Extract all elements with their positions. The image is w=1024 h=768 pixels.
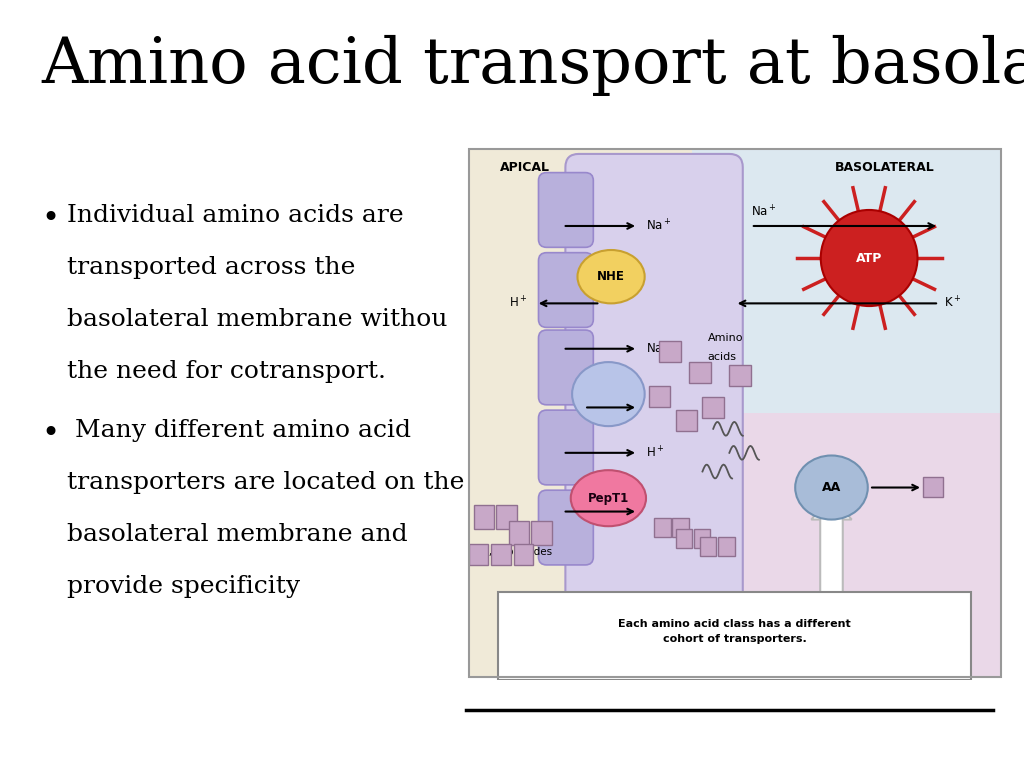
Bar xyxy=(509,521,529,545)
Bar xyxy=(676,410,697,432)
Bar xyxy=(469,544,488,565)
Text: •: • xyxy=(41,204,59,234)
Text: H$^+$: H$^+$ xyxy=(509,296,527,311)
Text: NHE: NHE xyxy=(597,270,625,283)
Ellipse shape xyxy=(796,455,867,520)
Bar xyxy=(492,544,511,565)
Text: Amino acid transport at basolateral: Amino acid transport at basolateral xyxy=(41,35,1024,96)
Bar xyxy=(649,386,670,408)
Text: basolateral membrane withou: basolateral membrane withou xyxy=(67,308,452,331)
Polygon shape xyxy=(692,148,1000,413)
Text: Di-, tripeptides: Di-, tripeptides xyxy=(474,547,552,557)
Text: Na$^+$: Na$^+$ xyxy=(646,341,672,356)
Ellipse shape xyxy=(572,362,645,426)
Text: •: • xyxy=(41,419,59,449)
Text: transporters are located on the: transporters are located on the xyxy=(67,471,464,494)
Text: Na$^+$: Na$^+$ xyxy=(751,204,776,220)
Circle shape xyxy=(820,210,918,306)
Ellipse shape xyxy=(570,470,646,526)
Bar xyxy=(654,518,671,537)
Text: K$^+$: K$^+$ xyxy=(944,296,962,311)
Bar xyxy=(673,518,689,537)
Text: ATP: ATP xyxy=(856,251,883,264)
FancyBboxPatch shape xyxy=(565,154,742,629)
Text: BASOLATERAL: BASOLATERAL xyxy=(836,161,935,174)
Bar xyxy=(694,528,711,548)
Polygon shape xyxy=(692,413,1000,677)
Text: Each amino acid class has a different
cohort of transporters.: Each amino acid class has a different co… xyxy=(618,619,851,644)
Text: acids: acids xyxy=(708,352,737,362)
Text: H$^+$: H$^+$ xyxy=(646,445,665,461)
FancyArrow shape xyxy=(811,495,852,621)
Bar xyxy=(689,362,711,383)
FancyBboxPatch shape xyxy=(498,591,971,680)
Bar xyxy=(531,521,552,545)
FancyBboxPatch shape xyxy=(539,330,593,405)
Text: Na$^+$: Na$^+$ xyxy=(646,218,672,233)
FancyBboxPatch shape xyxy=(539,490,593,565)
Ellipse shape xyxy=(578,250,645,303)
Bar xyxy=(514,544,534,565)
Bar xyxy=(699,537,716,556)
Text: provide specificity: provide specificity xyxy=(67,575,300,598)
FancyBboxPatch shape xyxy=(539,410,593,485)
FancyBboxPatch shape xyxy=(539,173,593,247)
Text: Individual amino acids are: Individual amino acids are xyxy=(67,204,403,227)
Bar xyxy=(474,505,495,528)
FancyBboxPatch shape xyxy=(539,253,593,327)
Text: PepT1: PepT1 xyxy=(588,492,629,505)
Bar xyxy=(718,537,734,556)
Bar xyxy=(923,477,943,497)
Text: Amino: Amino xyxy=(708,333,743,343)
Text: APICAL: APICAL xyxy=(500,161,550,174)
Bar xyxy=(676,528,692,548)
Bar xyxy=(497,505,516,528)
Bar xyxy=(659,341,681,362)
Text: transported across the: transported across the xyxy=(67,256,355,279)
Bar xyxy=(729,365,751,386)
Text: the need for cotransport.: the need for cotransport. xyxy=(67,360,386,383)
Text: Many different amino acid: Many different amino acid xyxy=(67,419,411,442)
Polygon shape xyxy=(469,148,692,677)
Text: basolateral membrane and: basolateral membrane and xyxy=(67,523,408,546)
Bar xyxy=(702,397,724,418)
Text: AA: AA xyxy=(822,481,841,494)
